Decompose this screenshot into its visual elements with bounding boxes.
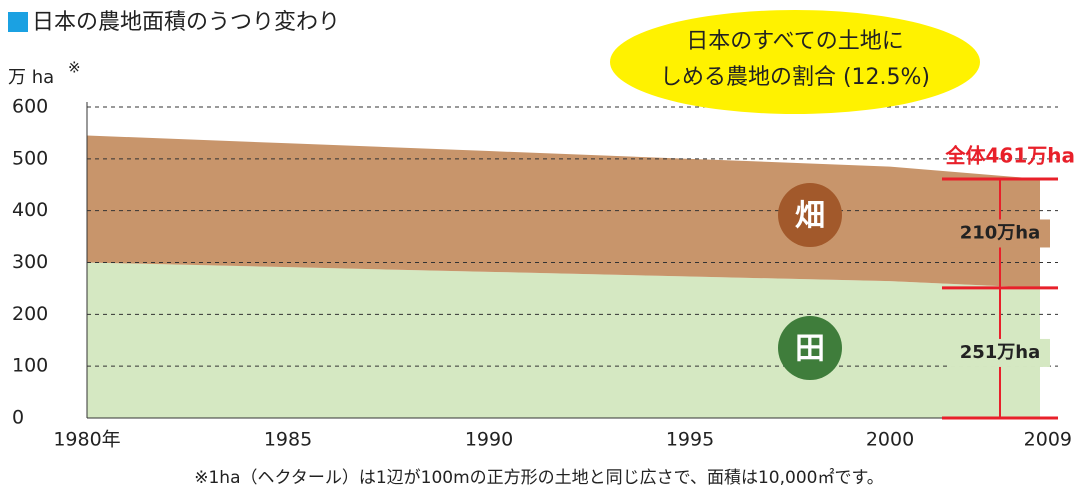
y-axis-label: 万 ha	[8, 67, 54, 88]
x-tick-label: 1985	[264, 429, 312, 451]
title-marker	[8, 12, 28, 32]
x-tick-label: 1995	[666, 429, 714, 451]
y-tick-label: 500	[12, 147, 48, 169]
chart-title: 日本の農地面積のうつり変わり	[32, 10, 340, 35]
plot	[87, 136, 1040, 418]
area-badge-label: 田	[795, 332, 825, 367]
callout-bubble	[610, 10, 980, 114]
y-tick-label: 600	[12, 96, 48, 118]
x-tick-label: 1990	[465, 429, 513, 451]
callout-text: しめる農地の割合 (12.5%)	[660, 65, 930, 90]
y-tick-label: 0	[12, 407, 24, 429]
y-tick-label: 400	[12, 199, 48, 221]
y-tick-label: 200	[12, 303, 48, 325]
y-tick-label: 100	[12, 355, 48, 377]
x-tick-label: 1980年	[53, 429, 120, 451]
footnote: ※1ha（ヘクタール）は1辺が100mの正方形の土地と同じ広さで、面積は10,0…	[194, 468, 884, 488]
x-tick-label: 2000	[866, 429, 914, 451]
area-badge-label: 畑	[795, 199, 825, 234]
chart: 日本の農地面積のうつり変わり 万 ha ※ ※1ha（ヘクタール）は1辺が100…	[0, 0, 1078, 494]
area	[87, 263, 1040, 419]
value-label: 251万ha	[960, 342, 1041, 363]
y-tick-label: 300	[12, 251, 48, 273]
callout-text: 日本のすべての土地に	[686, 29, 904, 54]
x-tick-label: 2009	[1024, 429, 1072, 451]
y-axis-note: ※	[68, 59, 81, 77]
total-label: 全体461万ha	[945, 144, 1075, 168]
value-label: 210万ha	[960, 222, 1041, 243]
